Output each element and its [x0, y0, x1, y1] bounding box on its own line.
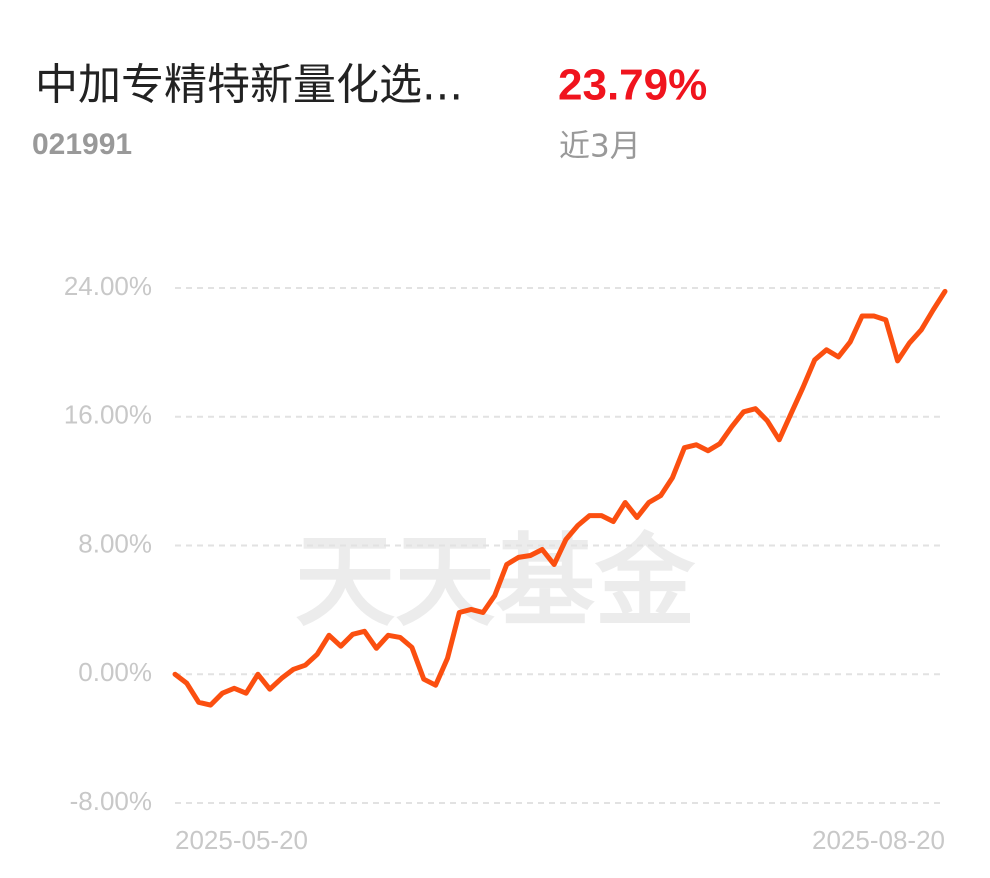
x-tick-label: 2025-05-20: [175, 825, 308, 855]
return-value: 23.79%: [558, 61, 707, 110]
fund-title: 中加专精特新量化选...: [35, 61, 463, 111]
y-tick-label: -8.00%: [70, 786, 152, 816]
y-tick-label: 8.00%: [78, 528, 152, 558]
y-tick-label: 16.00%: [64, 400, 152, 430]
watermark: 天天基金: [295, 522, 696, 640]
fund-code: 021991: [32, 128, 132, 161]
series-line: [172, 288, 948, 708]
return-period: 近3月: [559, 129, 641, 165]
x-tick-label: 2025-08-20: [812, 825, 945, 855]
y-tick-label: 24.00%: [64, 271, 152, 301]
y-tick-label: 0.00%: [78, 657, 152, 687]
